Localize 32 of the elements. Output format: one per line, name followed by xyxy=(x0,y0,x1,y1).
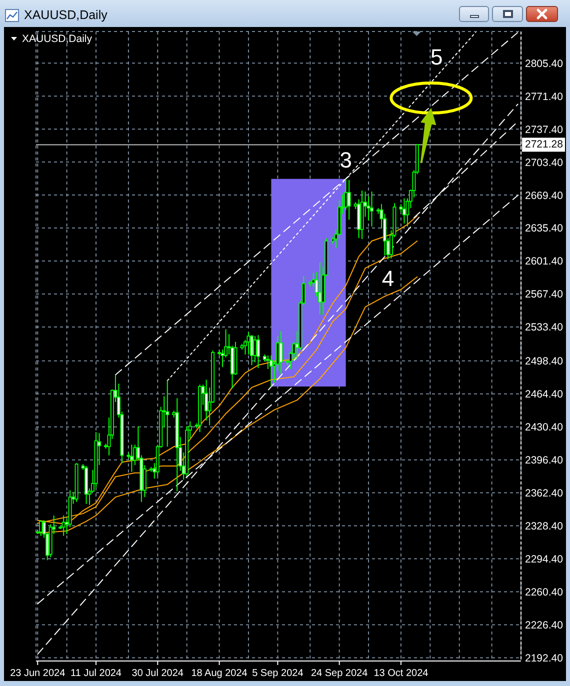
x-tick-label: 30 Jul 2024 xyxy=(132,668,184,679)
y-tick-label: 2567.40 xyxy=(525,288,564,301)
y-tick-label: 2192.40 xyxy=(525,652,564,664)
y-tick-label: 2805.40 xyxy=(525,58,564,70)
y-tick-label: 2737.40 xyxy=(525,124,564,136)
y-tick-label: 2533.40 xyxy=(525,322,564,334)
y-tick-label: 2669.40 xyxy=(525,190,564,202)
y-tick-label: 2226.40 xyxy=(525,619,564,632)
x-tick-label: 5 Sep 2024 xyxy=(252,668,304,679)
y-tick-label: 2498.40 xyxy=(525,356,564,368)
chart-title: XAUUSD,Daily xyxy=(24,8,108,22)
x-tick-label: 18 Aug 2024 xyxy=(191,668,248,679)
y-tick-label: 2464.40 xyxy=(525,388,564,401)
y-tick-label: 2328.40 xyxy=(525,520,564,533)
annotation: 3 xyxy=(340,147,352,172)
chart-subtitle: XAUUSD,Daily xyxy=(22,33,93,45)
x-tick-label: 24 Sep 2024 xyxy=(310,668,368,679)
y-tick-label: 2771.40 xyxy=(525,90,564,103)
x-tick-label: 13 Oct 2024 xyxy=(374,668,429,679)
annotation: 4 xyxy=(382,266,394,291)
y-tick-label: 2635.40 xyxy=(525,222,564,235)
y-tick-label: 2601.40 xyxy=(525,256,564,268)
annotation: 5 xyxy=(430,44,443,70)
y-tick-label: 2430.40 xyxy=(525,422,564,434)
y-tick-label: 2260.40 xyxy=(525,586,564,598)
ref-line-label: 2721.28 xyxy=(525,138,564,151)
y-tick-label: 2703.40 xyxy=(525,156,564,169)
x-tick-label: 11 Jul 2024 xyxy=(70,668,122,679)
x-tick-label: 23 Jun 2024 xyxy=(10,668,66,679)
y-tick-label: 2362.40 xyxy=(525,488,564,500)
y-tick-label: 2396.40 xyxy=(525,454,564,467)
y-tick-label: 2294.40 xyxy=(525,553,564,566)
